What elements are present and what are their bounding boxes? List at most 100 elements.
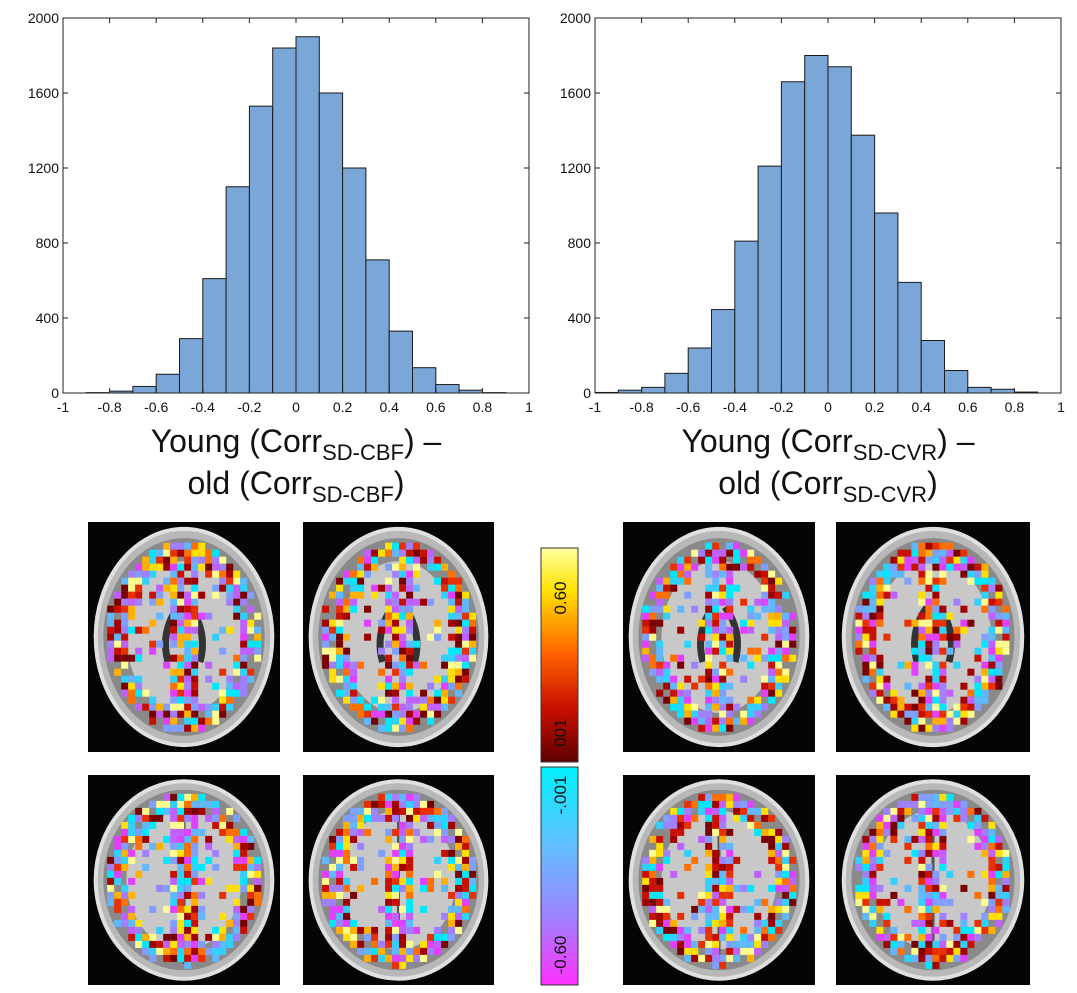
voxel bbox=[191, 808, 198, 815]
voxel bbox=[170, 850, 177, 857]
voxel bbox=[918, 878, 925, 885]
voxel bbox=[782, 892, 789, 899]
voxel bbox=[719, 648, 726, 655]
voxel bbox=[967, 564, 974, 571]
voxel bbox=[469, 620, 476, 627]
voxel bbox=[434, 822, 441, 829]
voxel bbox=[670, 690, 677, 697]
voxel bbox=[712, 704, 719, 711]
voxel bbox=[350, 606, 357, 613]
voxel bbox=[329, 864, 336, 871]
voxel bbox=[890, 927, 897, 934]
voxel bbox=[768, 697, 775, 704]
voxel bbox=[107, 864, 114, 871]
voxel bbox=[918, 599, 925, 606]
voxel bbox=[448, 850, 455, 857]
voxel bbox=[960, 948, 967, 955]
voxel bbox=[967, 871, 974, 878]
voxel bbox=[378, 704, 385, 711]
voxel bbox=[198, 892, 205, 899]
voxel bbox=[247, 913, 254, 920]
voxel bbox=[995, 836, 1002, 843]
voxel bbox=[212, 955, 219, 962]
voxel bbox=[733, 955, 740, 962]
voxel bbox=[205, 836, 212, 843]
voxel bbox=[184, 627, 191, 634]
voxel bbox=[149, 955, 156, 962]
voxel bbox=[869, 578, 876, 585]
voxel bbox=[121, 843, 128, 850]
voxel bbox=[462, 864, 469, 871]
voxel bbox=[698, 620, 705, 627]
voxel bbox=[212, 711, 219, 718]
voxel bbox=[747, 606, 754, 613]
voxel bbox=[726, 550, 733, 557]
voxel bbox=[911, 725, 918, 732]
voxel bbox=[343, 690, 350, 697]
voxel bbox=[378, 725, 385, 732]
voxel bbox=[233, 690, 240, 697]
voxel bbox=[754, 829, 761, 836]
voxel bbox=[219, 892, 226, 899]
voxel bbox=[712, 955, 719, 962]
voxel bbox=[107, 878, 114, 885]
voxel bbox=[1002, 620, 1009, 627]
voxel bbox=[705, 627, 712, 634]
voxel bbox=[670, 822, 677, 829]
voxel bbox=[705, 676, 712, 683]
voxel bbox=[149, 941, 156, 948]
voxel bbox=[876, 620, 883, 627]
voxel bbox=[392, 927, 399, 934]
voxel bbox=[399, 927, 406, 934]
voxel bbox=[240, 690, 247, 697]
voxel bbox=[240, 836, 247, 843]
voxel bbox=[177, 955, 184, 962]
voxel bbox=[371, 585, 378, 592]
x-tick-label: 0.6 bbox=[426, 399, 446, 415]
voxel bbox=[385, 815, 392, 822]
voxel bbox=[107, 655, 114, 662]
voxel bbox=[719, 955, 726, 962]
voxel bbox=[427, 815, 434, 822]
voxel bbox=[911, 794, 918, 801]
voxel bbox=[677, 606, 684, 613]
voxel bbox=[420, 948, 427, 955]
voxel bbox=[336, 920, 343, 927]
voxel bbox=[761, 676, 768, 683]
voxel bbox=[434, 808, 441, 815]
voxel bbox=[670, 683, 677, 690]
voxel bbox=[855, 864, 862, 871]
voxel bbox=[406, 620, 413, 627]
voxel bbox=[988, 850, 995, 857]
voxel bbox=[343, 927, 350, 934]
voxel bbox=[932, 683, 939, 690]
voxel bbox=[684, 578, 691, 585]
voxel bbox=[240, 885, 247, 892]
voxel bbox=[364, 801, 371, 808]
voxel bbox=[684, 934, 691, 941]
voxel bbox=[240, 599, 247, 606]
voxel bbox=[862, 836, 869, 843]
voxel bbox=[149, 697, 156, 704]
voxel bbox=[448, 634, 455, 641]
voxel bbox=[642, 627, 649, 634]
voxel bbox=[932, 704, 939, 711]
voxel bbox=[254, 655, 261, 662]
voxel bbox=[149, 648, 156, 655]
voxel bbox=[128, 578, 135, 585]
voxel bbox=[988, 927, 995, 934]
voxel bbox=[329, 655, 336, 662]
voxel bbox=[170, 955, 177, 962]
voxel bbox=[205, 613, 212, 620]
voxel bbox=[719, 885, 726, 892]
voxel bbox=[184, 815, 191, 822]
voxel bbox=[775, 613, 782, 620]
voxel bbox=[719, 913, 726, 920]
voxel bbox=[904, 934, 911, 941]
voxel bbox=[719, 934, 726, 941]
voxel bbox=[918, 543, 925, 550]
voxel bbox=[329, 885, 336, 892]
voxel bbox=[939, 836, 946, 843]
voxel bbox=[946, 613, 953, 620]
voxel bbox=[862, 857, 869, 864]
